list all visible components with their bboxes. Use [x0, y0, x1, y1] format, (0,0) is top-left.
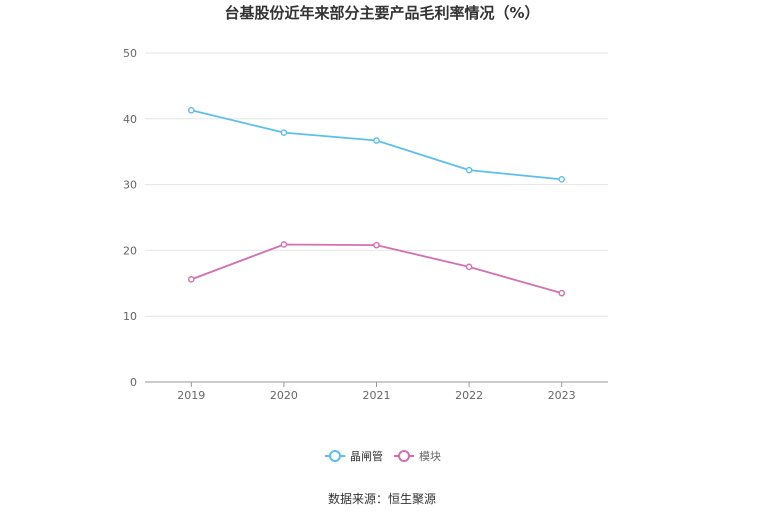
y-tick-label: 10: [123, 310, 137, 323]
y-tick-label: 0: [130, 376, 137, 389]
chart-title: 台基股份近年来部分主要产品毛利率情况（%）: [224, 4, 539, 22]
series: [187, 106, 566, 297]
source-text: 数据来源：恒生聚源: [328, 491, 436, 506]
grid: [145, 52, 608, 317]
data-point[interactable]: [373, 241, 380, 249]
data-point[interactable]: [280, 129, 288, 136]
legend[interactable]: 晶闸管 模块: [325, 449, 441, 463]
series-line-2: [190, 243, 562, 295]
data-point[interactable]: [465, 166, 473, 174]
legend-marker: [398, 450, 410, 462]
y-tick-label: 40: [123, 113, 137, 126]
data-point[interactable]: [558, 289, 566, 297]
data-point[interactable]: [373, 137, 380, 144]
y-tick-label: 20: [123, 244, 137, 257]
x-tick-label: 2019: [177, 389, 205, 402]
y-tick-label: 50: [123, 47, 137, 60]
x-tick-label: 2022: [455, 389, 483, 402]
data-point[interactable]: [465, 263, 473, 271]
legend-label: 模块: [419, 450, 441, 463]
legend-item-1[interactable]: 晶闸管: [325, 449, 383, 463]
legend-item-2[interactable]: 模块: [394, 450, 441, 463]
legend-label: 晶闸管: [350, 449, 383, 463]
axes: 0 10 20 30 40 50 2019 2020 2021 2022 2023: [123, 47, 608, 402]
x-tick-label: 2023: [548, 389, 576, 402]
y-tick-label: 30: [123, 179, 137, 192]
x-tick-label: 2020: [270, 389, 298, 402]
data-point[interactable]: [187, 106, 195, 114]
data-point[interactable]: [558, 176, 566, 183]
data-point[interactable]: [280, 241, 288, 248]
x-tick-label: 2021: [363, 389, 391, 402]
legend-marker: [329, 450, 341, 462]
data-point[interactable]: [187, 276, 195, 283]
series-line-1: [191, 109, 562, 181]
